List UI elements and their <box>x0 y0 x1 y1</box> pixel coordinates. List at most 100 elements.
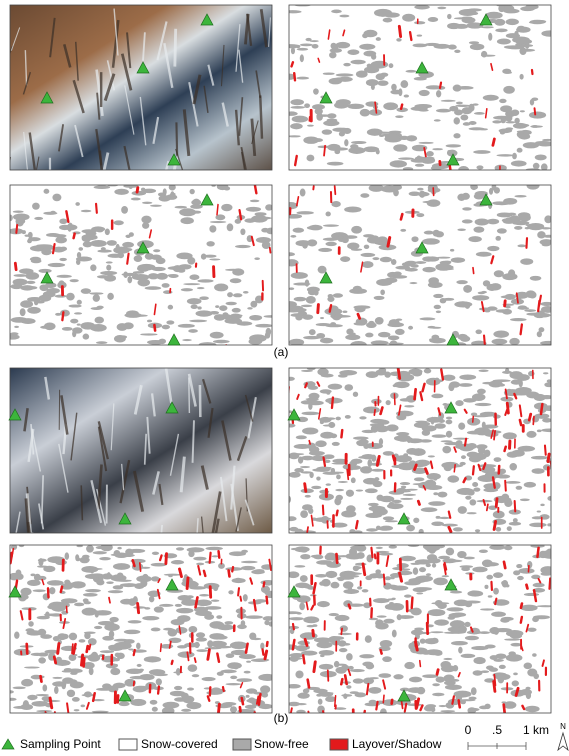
snow-free-patch <box>328 294 333 298</box>
snow-free-patch <box>332 147 349 150</box>
snow-free-patch <box>25 272 39 280</box>
snow-free-patch <box>517 576 524 580</box>
snow-free-patch <box>170 191 174 198</box>
shadow-patch <box>53 244 55 253</box>
snow-free-patch <box>371 235 380 241</box>
shadow-patch <box>507 403 508 413</box>
snow-free-patch <box>100 650 114 653</box>
snow-free-patch <box>91 226 105 232</box>
shadow-patch <box>246 644 248 653</box>
snow-free-patch <box>498 383 505 386</box>
satellite-image <box>10 5 272 170</box>
snow-free-patch <box>398 88 402 96</box>
snow-free-patch <box>419 529 424 535</box>
snow-free-patch <box>406 525 415 532</box>
snow-free-patch <box>494 659 504 662</box>
snow-free-patch <box>28 621 33 627</box>
snow-free-patch <box>38 558 43 566</box>
snow-free-patch <box>507 526 512 531</box>
legend-swatch <box>233 739 251 750</box>
snow-free-patch <box>470 44 484 51</box>
snow-free-patch <box>60 310 70 317</box>
snow-free-patch <box>453 133 460 138</box>
snow-free-patch <box>196 563 204 566</box>
snow-free-patch <box>459 374 476 379</box>
snow-free-patch <box>339 648 347 652</box>
snow-free-patch <box>183 283 200 285</box>
snow-free-patch <box>362 430 376 433</box>
snow-free-patch <box>227 292 233 297</box>
snow-free-patch <box>363 407 380 414</box>
snow-free-patch <box>336 474 341 479</box>
shadow-patch <box>170 641 171 647</box>
snow-free-patch <box>417 687 426 695</box>
snow-free-patch <box>106 581 114 584</box>
snow-free-patch <box>479 370 489 372</box>
shadow-patch <box>400 573 402 581</box>
snow-free-patch <box>316 476 320 480</box>
snow-free-patch <box>263 616 275 621</box>
snow-free-patch <box>514 226 522 230</box>
snow-free-patch <box>21 318 36 324</box>
snow-free-patch <box>503 9 519 14</box>
snow-free-patch <box>493 588 499 595</box>
snow-free-patch <box>541 405 556 411</box>
shadow-patch <box>270 248 271 253</box>
shadow-patch <box>204 571 205 576</box>
snow-free-patch <box>36 710 52 712</box>
map-panel <box>284 182 557 349</box>
snow-free-patch <box>148 273 159 279</box>
snow-free-patch <box>374 9 392 17</box>
shadow-patch <box>410 32 411 40</box>
shadow-patch <box>313 630 314 636</box>
snow-free-patch <box>457 229 466 232</box>
snow-free-patch <box>302 314 313 319</box>
snow-free-patch <box>225 302 236 305</box>
shadow-patch <box>292 62 293 66</box>
snow-free-patch <box>187 688 194 691</box>
snow-free-patch <box>189 274 199 280</box>
snow-free-patch <box>331 201 340 207</box>
snow-free-patch <box>404 662 415 669</box>
snow-free-patch <box>366 322 377 328</box>
snow-free-patch <box>162 283 170 288</box>
snow-free-patch <box>210 641 227 647</box>
shadow-patch <box>521 604 522 608</box>
snow-free-patch <box>25 234 30 236</box>
snow-free-patch <box>283 44 299 48</box>
snow-free-patch <box>357 586 362 589</box>
snow-free-patch <box>83 241 93 247</box>
shadow-patch <box>420 661 421 667</box>
snow-free-patch <box>230 676 237 679</box>
shadow-patch <box>242 698 243 704</box>
snow-free-patch <box>426 564 431 568</box>
snow-free-patch <box>529 21 546 24</box>
snow-free-patch <box>503 86 515 94</box>
snow-free-patch <box>233 293 242 297</box>
snow-free-patch <box>379 673 392 678</box>
snow-free-patch <box>416 592 423 594</box>
snow-free-patch <box>431 602 449 604</box>
snow-free-patch <box>455 302 466 307</box>
snow-free-patch <box>302 504 313 510</box>
snow-free-patch <box>181 709 191 712</box>
snow-free-patch <box>472 482 478 487</box>
panel-content <box>7 543 278 720</box>
snow-free-patch <box>444 261 452 263</box>
snow-free-patch <box>535 154 547 160</box>
snow-free-patch <box>211 687 221 693</box>
snow-free-patch <box>301 412 319 415</box>
snow-free-patch <box>415 164 424 167</box>
snow-free-patch <box>420 638 426 643</box>
snow-free-patch <box>296 703 307 705</box>
snow-free-patch <box>96 579 104 585</box>
snow-free-patch <box>116 580 132 582</box>
shadow-patch <box>441 369 443 379</box>
snow-free-patch <box>82 555 89 559</box>
snow-free-patch <box>427 199 441 206</box>
snow-free-patch <box>544 382 553 387</box>
snow-free-patch <box>90 264 96 271</box>
panel-content <box>6 183 279 355</box>
snow-free-patch <box>81 288 91 294</box>
snow-free-patch <box>137 265 150 272</box>
